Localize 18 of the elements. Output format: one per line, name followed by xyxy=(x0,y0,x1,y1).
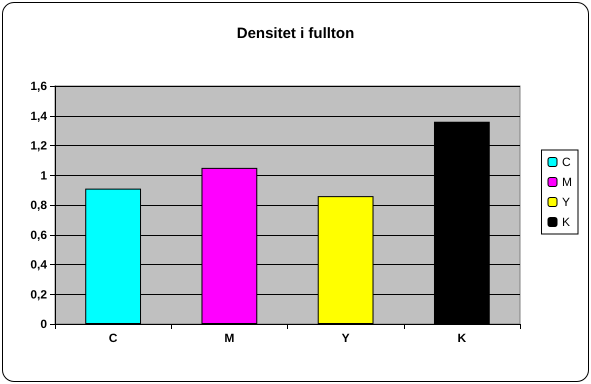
legend-label: M xyxy=(562,175,572,189)
y-tick-label: 0,4 xyxy=(30,258,48,272)
x-tick-label: M xyxy=(224,331,234,345)
y-tick-label: 0,8 xyxy=(30,198,48,212)
y-tick-label: 1,2 xyxy=(30,138,48,152)
y-tick-label: 0,2 xyxy=(30,287,48,302)
x-tick-label: C xyxy=(108,331,118,345)
legend-label: K xyxy=(562,215,570,229)
legend-label: Y xyxy=(562,195,570,209)
y-tick-label: 0 xyxy=(40,317,48,331)
y-tick-label: 1,6 xyxy=(30,79,48,93)
legend-label: C xyxy=(562,155,572,169)
y-tick-label: 1,4 xyxy=(30,108,48,123)
y-tick-label: 1 xyxy=(40,168,48,182)
chart-title: Densitet i fullton xyxy=(236,25,354,42)
y-tick-label: 0,6 xyxy=(30,228,48,242)
x-tick-label: Y xyxy=(342,331,350,345)
x-tick-label: K xyxy=(458,331,467,345)
